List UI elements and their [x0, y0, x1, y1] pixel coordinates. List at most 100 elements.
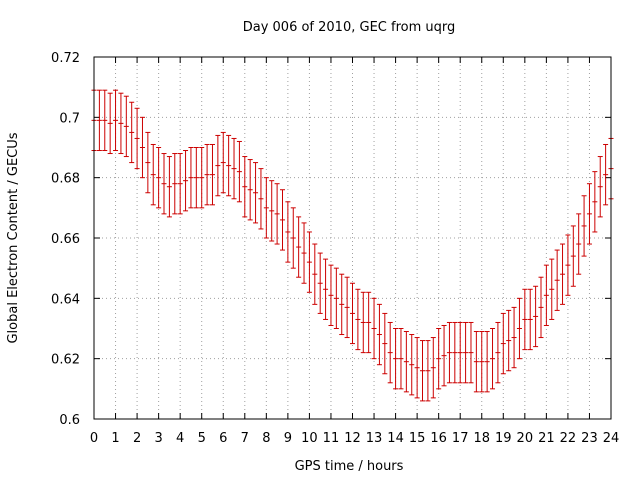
data-point: [522, 288, 528, 351]
data-point: [581, 195, 587, 257]
data-point: [506, 309, 512, 372]
x-tick-label: 6: [219, 431, 227, 446]
data-point: [549, 258, 555, 320]
data-point: [263, 177, 269, 239]
x-tick-label: 1: [111, 431, 119, 446]
data-point: [543, 264, 549, 326]
data-point: [436, 328, 442, 390]
x-tick-label: 4: [176, 431, 184, 446]
data-point: [199, 147, 205, 209]
data-point: [139, 116, 145, 179]
data-point: [231, 137, 237, 200]
x-tick-label: 21: [538, 431, 555, 446]
data-point: [463, 321, 469, 384]
data-point: [296, 216, 302, 278]
data-point: [113, 89, 119, 152]
x-tick-label: 7: [241, 431, 249, 446]
data-point: [398, 328, 404, 390]
data-point: [565, 234, 571, 296]
y-tick-label: 0.72: [51, 51, 80, 66]
data-point: [560, 243, 566, 305]
data-point: [457, 321, 463, 384]
data-point: [516, 297, 522, 360]
plot-frame: [93, 56, 612, 420]
y-axis-label: Global Electron Content / GECUs: [6, 132, 21, 343]
data-point: [479, 331, 485, 393]
data-point: [118, 92, 124, 155]
data-point: [495, 321, 501, 384]
x-tick-label: 18: [473, 431, 490, 446]
data-point: [188, 147, 194, 209]
data-point: [274, 183, 280, 245]
data-point: [269, 180, 275, 242]
data-point: [468, 321, 474, 384]
y-tick-label: 0.68: [51, 172, 80, 187]
x-axis-label: GPS time / hours: [295, 459, 404, 474]
data-point: [586, 183, 592, 245]
data-point: [554, 249, 560, 311]
data-point: [156, 147, 162, 209]
data-point: [96, 89, 102, 152]
data-point: [317, 252, 323, 314]
data-point: [226, 134, 232, 197]
data-point: [376, 303, 382, 366]
data-point: [414, 337, 420, 399]
data-point: [247, 159, 253, 221]
data-point: [500, 312, 506, 375]
data-point: [403, 331, 409, 393]
data-point: [592, 171, 598, 233]
x-tick-label: 3: [154, 431, 162, 446]
data-point: [220, 131, 226, 194]
data-point: [285, 201, 291, 263]
y-tick-label: 0.6: [59, 413, 80, 428]
data-point: [134, 107, 140, 170]
x-tick-label: 17: [452, 431, 469, 446]
data-point: [166, 156, 172, 218]
data-point: [102, 89, 108, 152]
data-point: [409, 334, 415, 396]
data-point: [172, 153, 178, 215]
y-tick-label: 0.7: [59, 111, 80, 126]
axis-ticks: 0 1 2 3 4 5 6 7 8 9 10 11 12 13 14 15 16 17 18 19 20 21 22 23 24…: [51, 51, 619, 446]
grid-lines: [94, 57, 611, 419]
x-tick-label: 19: [495, 431, 512, 446]
data-point: [333, 267, 339, 329]
x-tick-label: 5: [198, 431, 206, 446]
data-point: [490, 328, 496, 390]
data-point: [177, 153, 183, 215]
x-tick-label: 14: [387, 431, 404, 446]
x-tick-label: 11: [323, 431, 340, 446]
x-tick-label: 9: [284, 431, 292, 446]
data-point: [290, 207, 296, 269]
data-point: [597, 156, 603, 218]
data-point: [193, 147, 199, 209]
data-point: [350, 282, 355, 345]
data-point: [452, 321, 458, 384]
data-point: [527, 288, 533, 351]
data-point: [253, 162, 259, 224]
data-point: [323, 258, 329, 320]
data-point: [382, 312, 388, 375]
data-point: [360, 291, 366, 354]
data-point: [129, 101, 135, 164]
data-point: [339, 273, 345, 336]
data-point: [161, 153, 167, 215]
data-point: [446, 321, 452, 384]
data-point: [441, 324, 447, 387]
data-point: [150, 143, 156, 206]
data-point: [183, 150, 189, 212]
x-tick-label: 23: [581, 431, 598, 446]
data-point: [533, 285, 539, 348]
data-point: [242, 156, 248, 218]
data-point: [538, 276, 544, 339]
data-point: [279, 189, 285, 251]
data-point: [107, 92, 113, 155]
y-tick-label: 0.62: [51, 353, 80, 368]
x-tick-label: 8: [262, 431, 270, 446]
data-point: [420, 340, 426, 402]
data-point: [511, 306, 517, 369]
data-point: [209, 143, 215, 206]
x-tick-label: 13: [366, 431, 383, 446]
y-tick-label: 0.66: [51, 232, 80, 247]
